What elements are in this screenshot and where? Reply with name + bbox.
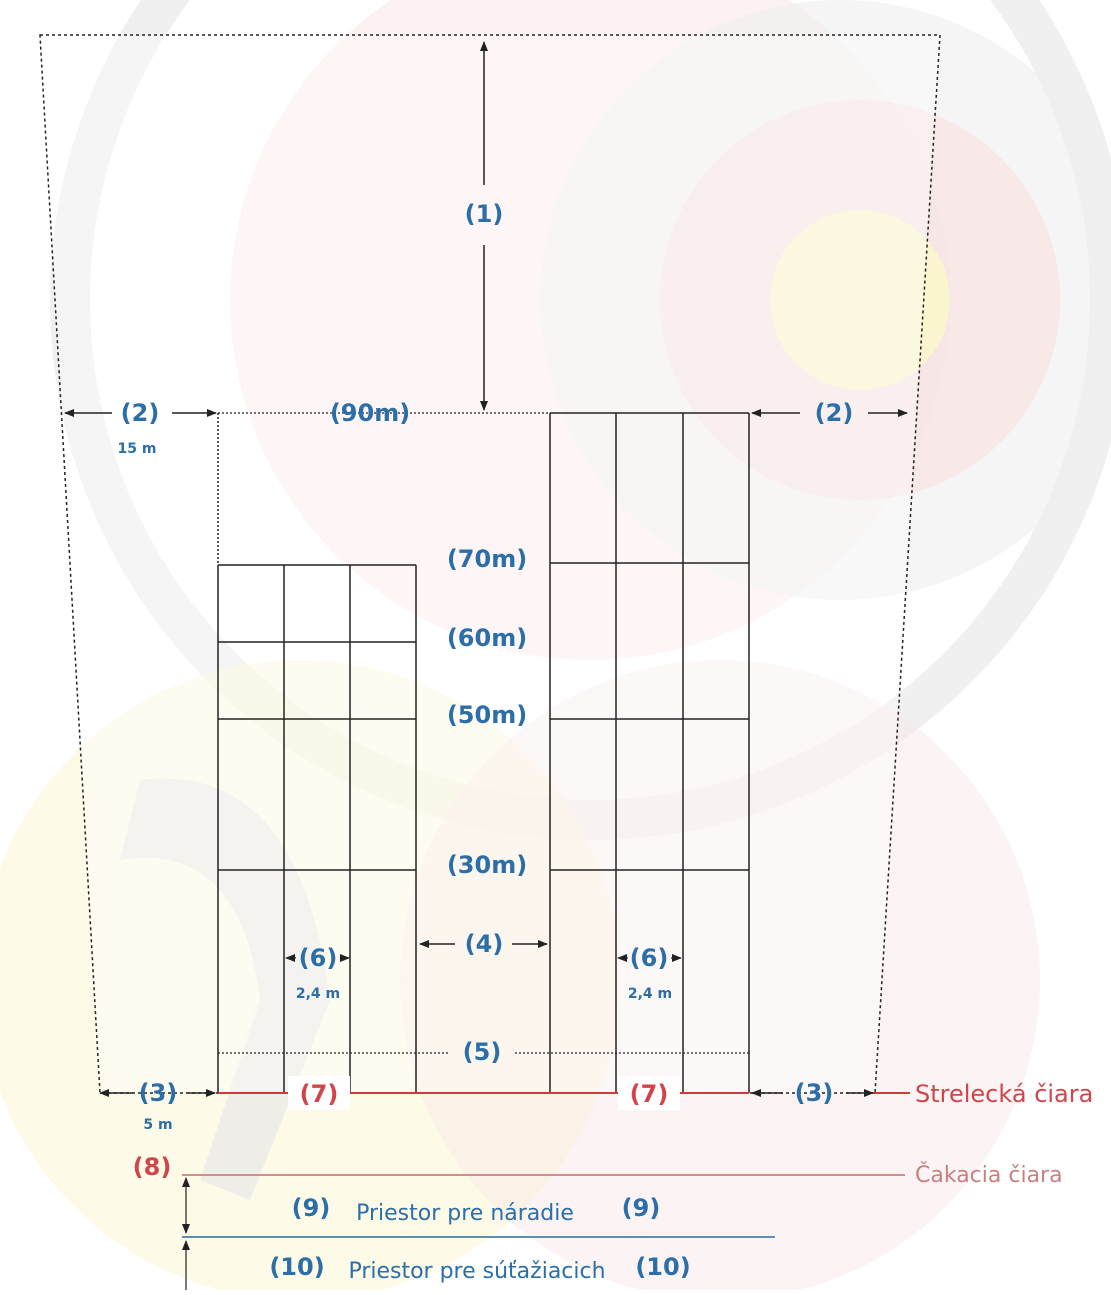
label-equipment-area-name: Priestor pre náradie <box>356 1201 574 1226</box>
label-lane-width-left: (6) <box>299 944 338 972</box>
label-shooting-margin-right: (3) <box>795 1079 834 1107</box>
safety-area-outline <box>39 34 941 1094</box>
label-lane-gap: (4) <box>465 930 504 958</box>
label-competitor-area-right: (10) <box>635 1253 690 1281</box>
label-safety-zone-top: (1) <box>465 200 504 228</box>
label-competitor-area-name: Priestor pre súťažiacich <box>348 1259 605 1284</box>
label-distance-90: (90m) <box>330 399 410 427</box>
label-side-margin-right: (2) <box>815 399 854 427</box>
label-shooting-line-left: (7) <box>300 1080 339 1108</box>
right-target-block <box>549 412 750 1093</box>
label-equipment-area-right: (9) <box>622 1194 661 1222</box>
label-distance-70: (70m) <box>447 545 527 573</box>
label-bg-7-right <box>618 1076 680 1110</box>
label-competitor-area-left: (10) <box>269 1253 324 1281</box>
value-lane-width-left: 2,4 m <box>296 986 340 1002</box>
value-lane-width-right: 2,4 m <box>628 986 672 1002</box>
label-distance-60: (60m) <box>447 624 527 652</box>
label-waiting-line-number: (8) <box>133 1153 172 1181</box>
label-lane-width-right: (6) <box>630 944 669 972</box>
label-bg-7-left <box>288 1076 350 1110</box>
left-target-block <box>217 413 417 1093</box>
label-line-5: (5) <box>463 1038 502 1066</box>
label-equipment-area-left: (9) <box>292 1194 331 1222</box>
label-waiting-line-name: Čakacia čiara <box>915 1162 1063 1188</box>
label-distance-50: (50m) <box>447 701 527 729</box>
label-distance-30: (30m) <box>447 851 527 879</box>
value-side-margin-left: 15 m <box>118 441 157 457</box>
value-shooting-margin-left: 5 m <box>143 1117 172 1133</box>
label-shooting-margin-left: (3) <box>139 1079 178 1107</box>
label-shooting-line-right: (7) <box>630 1080 669 1108</box>
label-shooting-line-name: Strelecká čiara <box>915 1080 1093 1108</box>
label-side-margin-left: (2) <box>121 399 160 427</box>
